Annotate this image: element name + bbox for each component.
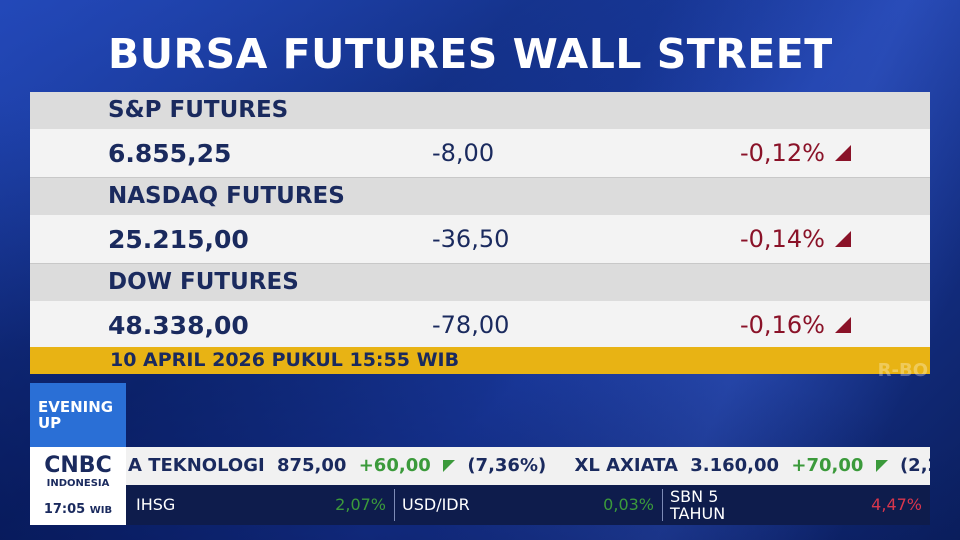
ticker-sbn-label1: SBN 5	[670, 487, 719, 506]
program-line1: EVENING	[38, 398, 114, 416]
futures-name-nasdaq: NASDAQ FUTURES	[30, 178, 930, 215]
ticker-item-price: 3.160,00	[690, 455, 780, 476]
futures-board: S&P FUTURES 6.855,25 -8,00 -0,12% NASDAQ…	[30, 92, 930, 374]
futures-name-dow: DOW FUTURES	[30, 264, 930, 301]
down-triangle-icon	[835, 231, 851, 247]
ticker-item-change: +60,00	[358, 455, 431, 476]
logo-sub: INDONESIA	[46, 478, 110, 489]
watermark: R-BO	[877, 360, 928, 381]
divider	[662, 489, 663, 521]
logo-brand: CNBC	[44, 453, 112, 478]
futures-name-sp: S&P FUTURES	[30, 92, 930, 129]
futures-row-sp: 6.855,25 -8,00 -0,12%	[30, 129, 930, 178]
futures-value: 48.338,00	[108, 311, 249, 340]
ticker-usdidr-value: 0,03%	[603, 495, 654, 514]
ticker-bottom: IHSG 2,07% USD/IDR 0,03% SBN 5 TAHUN 4,4…	[126, 485, 930, 525]
ticker-sbn-label2: TAHUN	[670, 504, 726, 523]
divider	[394, 489, 395, 521]
program-label: EVENING UP	[30, 383, 126, 447]
futures-change: -36,50	[432, 225, 510, 253]
futures-change: -8,00	[432, 139, 495, 167]
ticker-sbn-label: SBN 5 TAHUN	[670, 485, 725, 525]
futures-row-dow: 48.338,00 -78,00 -0,16%	[30, 301, 930, 350]
ticker-item-change: +70,00	[791, 455, 864, 476]
clock-time: 17:05	[43, 502, 86, 517]
futures-percent: -0,12%	[740, 139, 825, 167]
ticker-item-pct: (2,27%)	[899, 455, 930, 476]
clock: 17:05 WIB	[30, 502, 126, 517]
futures-row-nasdaq: 25.215,00 -36,50 -0,14%	[30, 215, 930, 264]
ticker-usdidr-label: USD/IDR	[402, 495, 470, 514]
futures-change: -78,00	[432, 311, 510, 339]
ticker-ihsg-label: IHSG	[136, 495, 176, 514]
ticker-item-name: XL AXIATA	[574, 455, 678, 476]
ticker-item-pct: (7,36%)	[467, 455, 547, 476]
futures-percent: -0,14%	[740, 225, 825, 253]
ticker-ihsg-value: 2,07%	[335, 495, 386, 514]
up-triangle-icon	[443, 460, 456, 472]
futures-percent: -0,16%	[740, 311, 825, 339]
ticker-sbn-value: 4,47%	[871, 495, 922, 514]
down-triangle-icon	[835, 317, 851, 333]
date-bar: 10 APRIL 2026 PUKUL 15:55 WIB	[30, 347, 930, 374]
channel-logo: CNBC INDONESIA 17:05 WIB	[30, 447, 126, 525]
futures-value: 6.855,25	[108, 139, 232, 168]
page-title: BURSA FUTURES WALL STREET	[108, 30, 833, 78]
ticker-item-price: 875,00	[276, 455, 347, 476]
program-line2: UP	[38, 414, 62, 432]
ticker-item-name: A TEKNOLOGI	[128, 455, 265, 476]
down-triangle-icon	[835, 145, 851, 161]
up-triangle-icon	[875, 460, 888, 472]
futures-value: 25.215,00	[108, 225, 249, 254]
clock-tz: WIB	[89, 505, 113, 516]
ticker-top: A TEKNOLOGI 875,00 +60,00 (7,36%) XL AXI…	[126, 447, 930, 485]
